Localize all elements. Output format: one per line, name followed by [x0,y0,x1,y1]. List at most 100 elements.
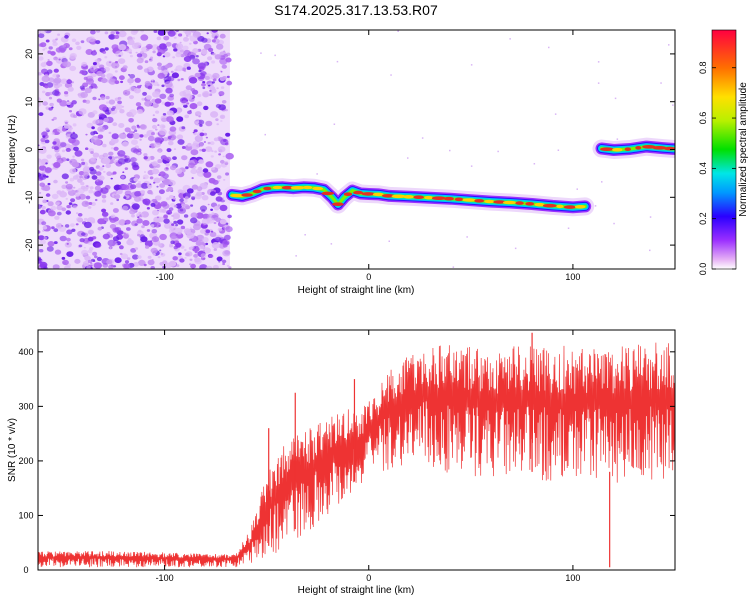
noise-speckle [196,191,203,197]
noise-speckle [122,171,125,173]
noise-speckle [150,192,154,195]
noise-speckle [64,93,69,97]
ridge-hotspot [503,200,516,205]
stray-speckle [548,46,550,49]
snr-line [38,342,675,568]
noise-speckle [66,229,73,235]
noise-speckle [39,182,45,187]
noise-speckle [122,205,129,211]
noise-speckle [179,198,184,202]
noise-speckle [146,43,153,50]
noise-speckle [189,42,192,45]
ridge-hotspot [462,198,476,202]
noise-speckle [94,198,98,202]
noise-speckle [56,211,62,216]
noise-speckle [225,132,231,137]
noise-speckle [191,184,199,190]
noise-speckle [142,220,150,226]
noise-speckle [169,195,174,199]
noise-speckle [189,227,192,230]
noise-speckle [66,237,71,242]
y-tick-label: -10 [24,191,34,204]
noise-speckle [202,81,206,84]
noise-speckle [134,77,141,83]
noise-speckle [47,59,50,61]
noise-speckle [173,48,178,52]
noise-speckle [183,56,192,62]
noise-speckle [61,184,67,189]
ridge-hotspot [281,185,294,190]
noise-speckle [154,137,162,143]
stray-speckle [660,82,662,84]
noise-speckle [182,192,191,199]
noise-speckle [83,217,88,221]
noise-speckle [207,56,213,61]
stray-speckle [649,216,652,218]
noise-speckle [83,76,88,81]
noise-speckle [176,219,184,225]
noise-speckle [221,64,227,69]
noise-speckle [227,214,232,219]
ridge-hotspot [563,205,577,209]
noise-speckle [91,126,95,130]
noise-speckle [71,228,76,232]
noise-speckle [118,30,127,38]
noise-speckle [184,256,187,259]
colorbar-tick-label: 0.4 [698,162,708,175]
stray-speckle [554,113,557,115]
ridge-hotspot [431,196,446,200]
noise-speckle [136,148,142,152]
noise-speckle [131,125,137,130]
noise-speckle [74,258,81,264]
noise-speckle [134,196,141,202]
noise-speckle [194,72,201,78]
noise-speckle [159,251,162,254]
noise-speckle [68,202,73,206]
noise-speckle [112,106,116,110]
ridge-hotspot [652,146,667,150]
noise-speckle [62,61,68,67]
noise-speckle [55,201,61,205]
noise-speckle [107,239,116,247]
noise-speckle [192,131,195,134]
noise-speckle [137,233,141,237]
noise-speckle [155,110,160,114]
noise-speckle [182,45,189,51]
colorbar-tick-label: 0.6 [698,112,708,125]
noise-speckle [142,91,147,96]
stray-speckle [601,181,603,183]
noise-speckle [94,185,101,191]
noise-speckle [91,67,94,70]
noise-speckle [61,149,66,153]
noise-speckle [77,178,83,183]
noise-speckle [220,70,223,73]
noise-speckle [126,132,134,139]
noise-speckle [46,154,52,159]
stray-speckle [260,52,262,54]
noise-speckle [226,80,233,86]
noise-speckle [147,259,155,266]
noise-speckle [39,192,42,194]
noise-speckle [199,264,208,269]
noise-speckle [182,199,188,204]
noise-speckle [171,223,175,226]
noise-speckle [87,229,95,235]
noise-speckle [44,139,50,144]
noise-speckle [197,166,203,171]
noise-speckle [157,72,165,79]
noise-speckle [216,123,219,126]
noise-speckle [177,139,185,145]
stray-speckle [668,44,670,46]
noise-speckle [77,187,85,194]
noise-speckle [110,264,114,267]
ridge-hotspot [525,202,535,206]
noise-speckle [212,78,217,82]
noise-speckle [175,203,183,209]
noise-speckle [173,148,177,151]
noise-speckle [61,127,67,132]
noise-speckle [202,237,209,243]
noise-speckle [183,104,188,108]
noise-speckle [38,97,41,102]
noise-speckle [84,255,91,262]
y-tick-label: 100 [18,510,33,520]
